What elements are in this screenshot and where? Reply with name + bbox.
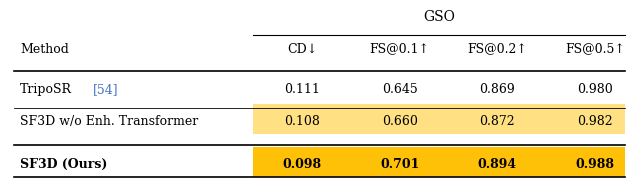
Text: 0.701: 0.701 (380, 158, 419, 171)
Text: 0.872: 0.872 (479, 115, 515, 128)
Text: SF3D (Ours): SF3D (Ours) (20, 158, 108, 171)
Text: 0.645: 0.645 (382, 83, 417, 96)
Text: FS@0.2↑: FS@0.2↑ (467, 43, 527, 56)
Text: Method: Method (20, 43, 69, 56)
Bar (253, 104, 624, 134)
Text: 0.108: 0.108 (284, 115, 320, 128)
Text: 0.982: 0.982 (577, 115, 612, 128)
Text: FS@0.5↑: FS@0.5↑ (565, 43, 624, 56)
Bar (253, 147, 624, 177)
Text: 0.660: 0.660 (382, 115, 418, 128)
Text: 0.988: 0.988 (575, 158, 614, 171)
Text: [54]: [54] (93, 83, 119, 96)
Text: TripoSR: TripoSR (20, 83, 72, 96)
Text: SF3D w/o Enh. Transformer: SF3D w/o Enh. Transformer (20, 115, 198, 128)
Text: 0.111: 0.111 (284, 83, 320, 96)
Text: 0.098: 0.098 (282, 158, 321, 171)
Text: 0.869: 0.869 (479, 83, 515, 96)
Text: CD↓: CD↓ (287, 43, 317, 56)
Text: 0.894: 0.894 (477, 158, 517, 171)
Text: GSO: GSO (423, 10, 455, 24)
Text: FS@0.1↑: FS@0.1↑ (370, 43, 430, 56)
Text: 0.980: 0.980 (577, 83, 612, 96)
